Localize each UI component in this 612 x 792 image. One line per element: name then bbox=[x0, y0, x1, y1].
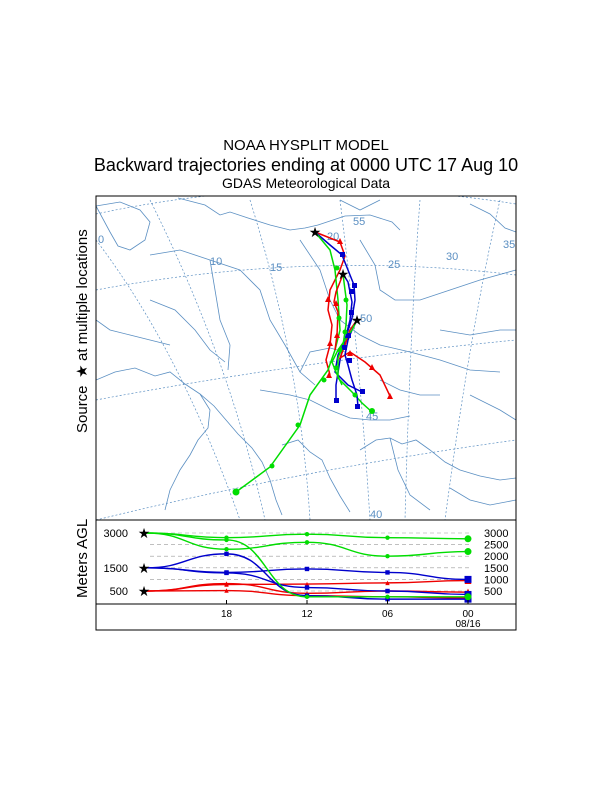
height-marker-green bbox=[464, 593, 472, 601]
side-label: Source ★ at multiple locations bbox=[74, 229, 91, 433]
data-source-title: GDAS Meteorological Data bbox=[221, 175, 391, 191]
height-start-star: ★ bbox=[138, 561, 151, 577]
map-markers bbox=[232, 238, 393, 496]
lat-label-50: 50 bbox=[360, 313, 372, 325]
lon-label-35: 35 bbox=[503, 239, 515, 251]
map-panel: 0 10 15 20 25 30 35 55 50 45 40 bbox=[95, 195, 517, 521]
source-star-2: ★ bbox=[337, 267, 350, 283]
height-marker-blue bbox=[385, 570, 390, 575]
height-marker-green bbox=[385, 594, 390, 599]
lon-label-25: 25 bbox=[388, 259, 400, 271]
coastlines bbox=[96, 197, 516, 516]
height-marker-red bbox=[385, 580, 390, 586]
height-marker-red bbox=[224, 588, 229, 593]
model-title: NOAA HYSPLIT MODEL bbox=[223, 137, 389, 154]
left-height-tick: 500 bbox=[110, 586, 128, 598]
height-marker-blue bbox=[464, 575, 472, 583]
right-height-tick: 2000 bbox=[484, 551, 508, 563]
source-star-3: ★ bbox=[351, 313, 364, 329]
time-tick-label: 18 bbox=[221, 609, 233, 620]
chart-title: Backward trajectories ending at 0000 UTC… bbox=[93, 155, 519, 175]
side-label-suffix: at multiple locations bbox=[74, 229, 91, 361]
lon-label-5: 0 bbox=[98, 234, 104, 246]
source-stars: ★ ★ ★ bbox=[309, 225, 364, 329]
time-tick-label: 06 bbox=[382, 609, 394, 620]
height-ylabel-text: Meters AGL bbox=[74, 519, 91, 598]
height-markers bbox=[224, 531, 472, 603]
height-marker-green bbox=[464, 535, 472, 543]
height-marker-blue bbox=[385, 596, 390, 602]
height-marker-blue bbox=[304, 585, 310, 590]
height-marker-blue bbox=[224, 570, 229, 576]
left-height-tick: 1500 bbox=[104, 563, 128, 575]
right-height-tick: 2500 bbox=[484, 540, 508, 552]
date-label: 08/16 bbox=[455, 619, 480, 630]
height-marker-green bbox=[385, 535, 390, 540]
height-marker-red bbox=[304, 581, 310, 587]
lon-label-15: 15 bbox=[270, 262, 282, 274]
height-marker-green bbox=[464, 548, 472, 556]
height-marker-green bbox=[224, 537, 229, 543]
height-marker-blue bbox=[304, 566, 310, 572]
time-tick-label: 12 bbox=[301, 609, 313, 620]
height-marker-blue bbox=[385, 588, 390, 594]
height-marker-green bbox=[304, 540, 310, 545]
map-content: 0 10 15 20 25 30 35 55 50 45 40 bbox=[96, 196, 516, 521]
lat-label-45: 45 bbox=[366, 411, 378, 423]
side-label-star: ★ bbox=[74, 365, 91, 378]
graticule bbox=[96, 196, 516, 520]
height-marker-green bbox=[304, 531, 310, 537]
right-height-tick: 3000 bbox=[484, 528, 508, 540]
height-marker-green bbox=[304, 594, 310, 599]
height-marker-green bbox=[385, 554, 390, 559]
right-height-tick: 1000 bbox=[484, 574, 508, 586]
height-series-green-9 bbox=[145, 532, 468, 598]
left-height-tick: 3000 bbox=[104, 528, 128, 540]
lat-label-40: 40 bbox=[370, 509, 382, 521]
time-tick-label: 00 bbox=[462, 609, 474, 620]
lon-label-30: 30 bbox=[446, 251, 458, 263]
map-traj-blue-2 bbox=[334, 273, 363, 393]
lat-label-55: 55 bbox=[353, 216, 365, 228]
height-marker-green bbox=[224, 547, 229, 552]
height-start-star: ★ bbox=[138, 584, 151, 600]
height-ylabel: Meters AGL bbox=[74, 519, 91, 598]
side-label-source: Source bbox=[74, 385, 91, 433]
lon-label-10: 10 bbox=[210, 256, 222, 268]
height-marker-blue bbox=[224, 551, 229, 557]
right-height-tick: 500 bbox=[484, 586, 502, 598]
height-series-blue-6 bbox=[145, 553, 468, 600]
height-marker-red bbox=[224, 581, 229, 586]
source-star-1: ★ bbox=[309, 225, 322, 241]
right-height-tick: 1500 bbox=[484, 563, 508, 575]
height-start-star: ★ bbox=[138, 526, 151, 542]
